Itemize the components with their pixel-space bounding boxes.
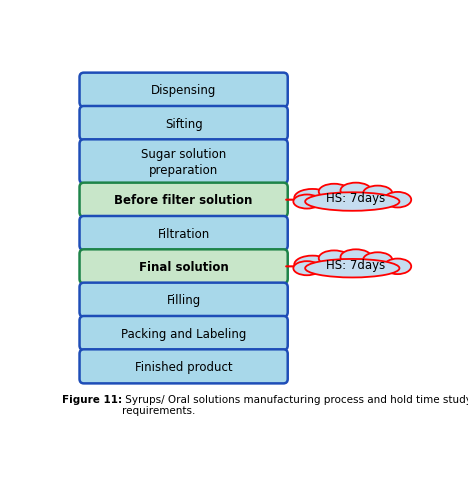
Ellipse shape xyxy=(384,192,411,208)
Text: Dispensing: Dispensing xyxy=(151,84,216,97)
Ellipse shape xyxy=(341,183,371,199)
FancyBboxPatch shape xyxy=(80,107,288,141)
Text: Before filter solution: Before filter solution xyxy=(115,194,253,207)
Text: HS: 7days: HS: 7days xyxy=(326,192,386,205)
Text: Sifting: Sifting xyxy=(165,117,203,130)
FancyBboxPatch shape xyxy=(80,250,288,284)
FancyBboxPatch shape xyxy=(80,216,288,251)
Ellipse shape xyxy=(363,253,392,267)
Ellipse shape xyxy=(319,184,350,200)
Ellipse shape xyxy=(293,262,321,276)
FancyBboxPatch shape xyxy=(80,349,288,384)
Text: Finished product: Finished product xyxy=(135,360,233,373)
Ellipse shape xyxy=(305,259,400,278)
Text: Final solution: Final solution xyxy=(139,260,228,273)
Text: Packing and Labeling: Packing and Labeling xyxy=(121,327,246,340)
Ellipse shape xyxy=(319,251,350,266)
Text: HS: 7days: HS: 7days xyxy=(326,258,386,271)
FancyBboxPatch shape xyxy=(80,316,288,350)
Ellipse shape xyxy=(305,193,400,211)
Text: Filling: Filling xyxy=(167,294,201,307)
FancyBboxPatch shape xyxy=(80,140,288,184)
Text: Filtration: Filtration xyxy=(158,227,210,240)
Text: Syrups/ Oral solutions manufacturing process and hold time study
requirements.: Syrups/ Oral solutions manufacturing pro… xyxy=(122,394,468,416)
Ellipse shape xyxy=(294,256,330,274)
Ellipse shape xyxy=(294,190,330,207)
FancyBboxPatch shape xyxy=(80,283,288,317)
Ellipse shape xyxy=(363,186,392,201)
Text: Figure 11:: Figure 11: xyxy=(62,394,122,404)
Ellipse shape xyxy=(384,259,411,275)
Ellipse shape xyxy=(293,195,321,209)
Ellipse shape xyxy=(341,250,371,265)
Text: Sugar solution
preparation: Sugar solution preparation xyxy=(141,147,226,177)
FancyBboxPatch shape xyxy=(80,183,288,217)
FancyBboxPatch shape xyxy=(80,73,288,108)
